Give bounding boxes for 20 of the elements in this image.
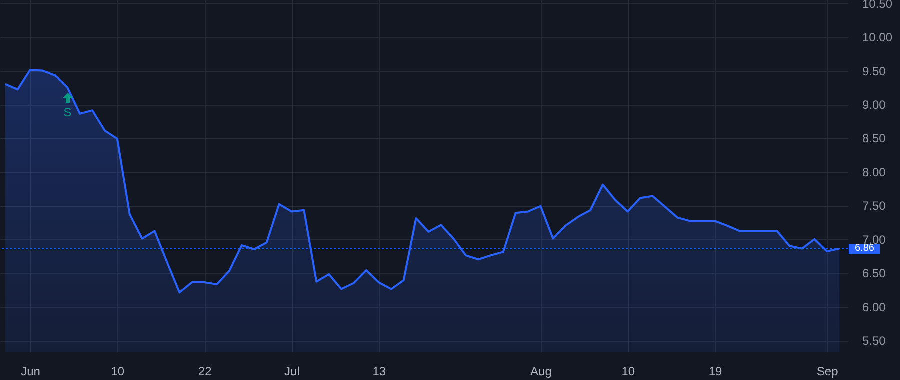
- ref-line-label: 6.86: [849, 242, 880, 254]
- x-tick-label: Jul: [284, 364, 300, 378]
- x-tick-label: 22: [198, 364, 212, 378]
- x-tick-label: 13: [372, 364, 386, 378]
- x-tick-label: Jun: [21, 364, 40, 378]
- y-tick-label: 9.50: [862, 64, 886, 78]
- x-tick-label: 10: [622, 364, 636, 378]
- y-tick-label: 6.50: [862, 266, 886, 281]
- x-tick-label: Aug: [530, 364, 552, 378]
- x-tick-label: Sep: [816, 364, 839, 378]
- y-tick-label: 10.00: [862, 30, 893, 45]
- annotation: S: [64, 106, 72, 120]
- y-tick-label: 6.00: [862, 300, 886, 314]
- y-tick-label: 9.00: [862, 98, 886, 112]
- y-tick-label: 7.50: [862, 199, 886, 214]
- x-tick-label: 10: [111, 364, 125, 378]
- y-tick-label: 8.00: [862, 165, 886, 180]
- y-tick-label: 8.50: [862, 132, 886, 146]
- x-tick-label: 19: [708, 364, 723, 378]
- y-tick-label: 5.50: [862, 334, 886, 348]
